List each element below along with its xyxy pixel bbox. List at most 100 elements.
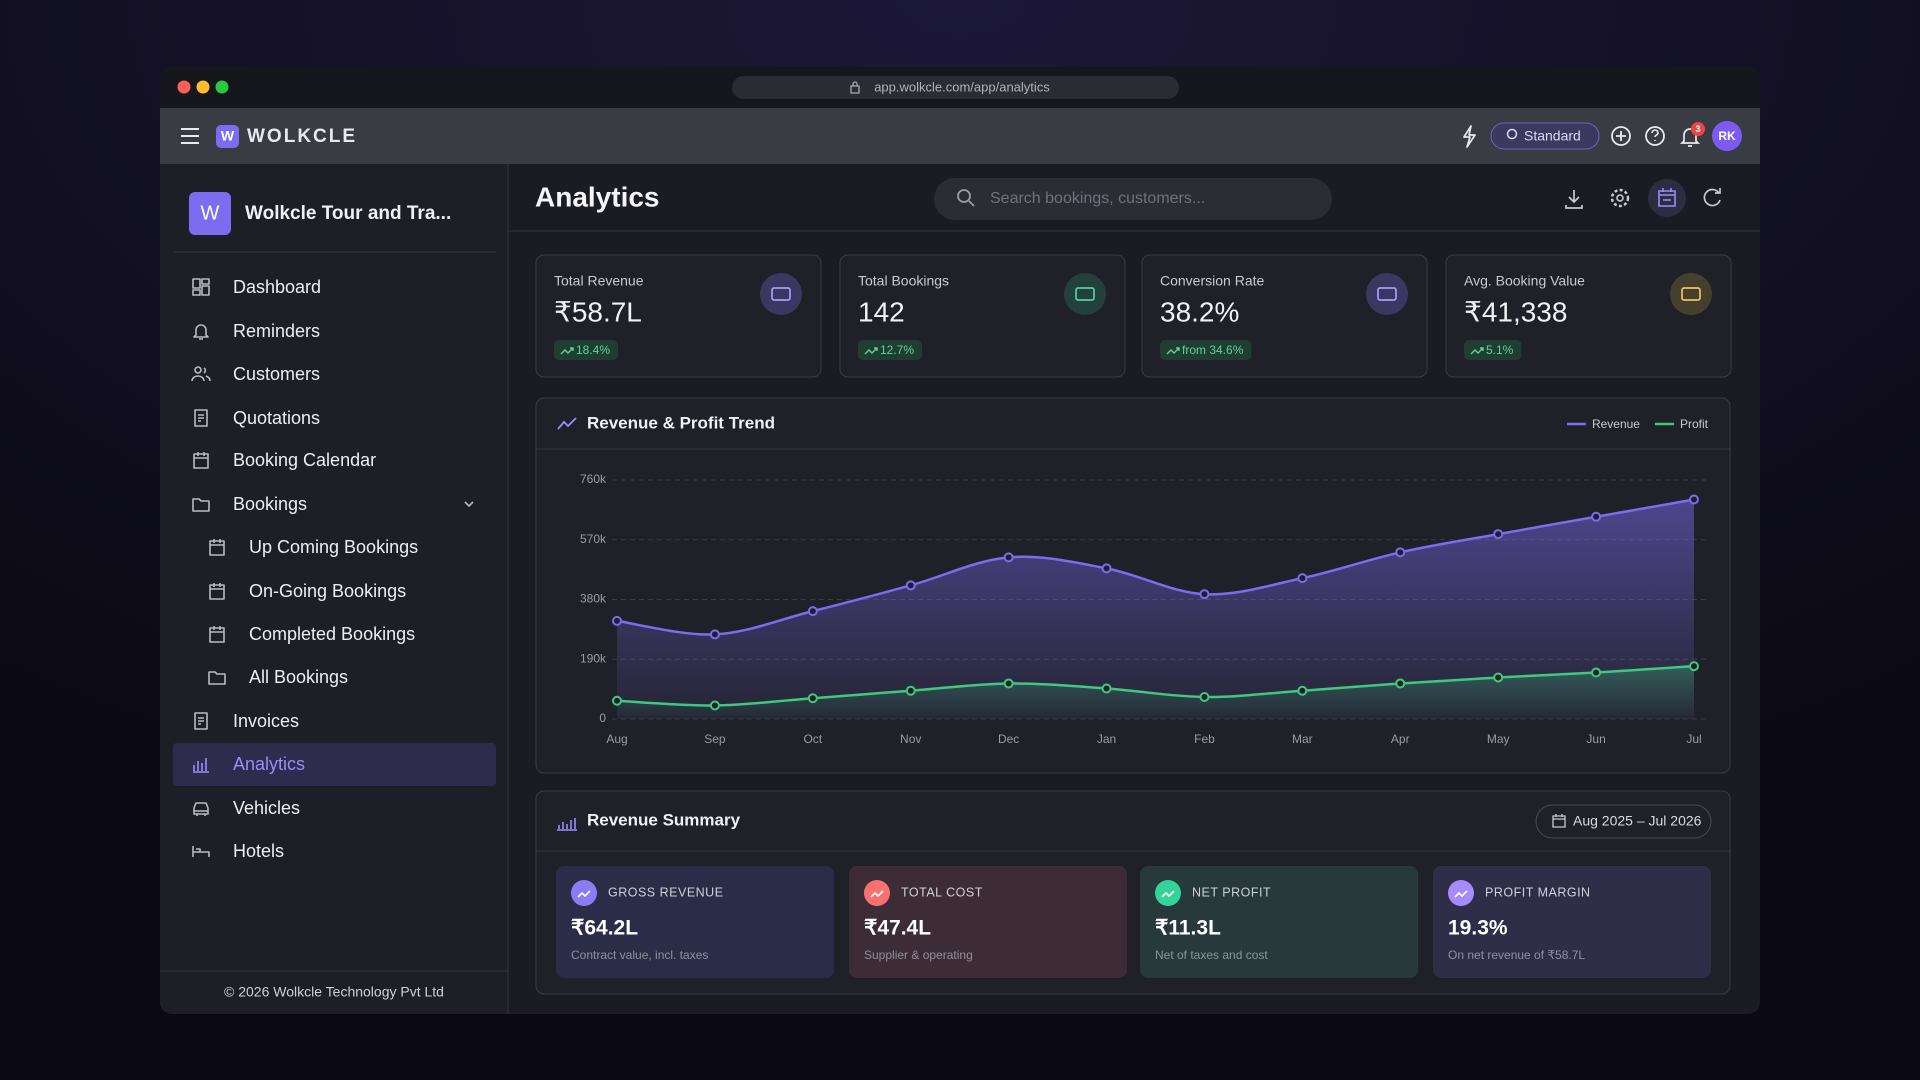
data-point[interactable]: [1297, 573, 1308, 584]
help-button[interactable]: [1645, 126, 1665, 146]
settings-button[interactable]: [1610, 188, 1630, 208]
nav-item[interactable]: Hotels: [233, 841, 284, 861]
data-point[interactable]: [612, 615, 622, 626]
data-point[interactable]: [709, 700, 720, 711]
nav-active-highlight: [173, 743, 496, 786]
series-line: [616, 664, 1695, 707]
nav-icon: [209, 626, 225, 643]
nav-icon: [194, 712, 208, 730]
kpi-label: Total Bookings: [858, 273, 949, 289]
nav-item[interactable]: All Bookings: [249, 667, 348, 687]
y-tick-label: 190k: [580, 651, 607, 665]
nav-item[interactable]: Dashboard: [233, 277, 321, 297]
data-point[interactable]: [1493, 672, 1504, 683]
kpi-icon-glyph: [1681, 287, 1701, 301]
nav-item[interactable]: On-Going Bookings: [249, 581, 406, 601]
data-point[interactable]: [1591, 511, 1602, 522]
tile-note: Net of taxes and cost: [1155, 948, 1268, 962]
data-point[interactable]: [905, 580, 916, 591]
data-point[interactable]: [1199, 589, 1210, 600]
data-point[interactable]: [1199, 691, 1210, 702]
data-point[interactable]: [1689, 494, 1699, 505]
x-tick-label: May: [1487, 732, 1510, 746]
logo: [216, 125, 239, 148]
kpi-icon-glyph: [1377, 287, 1397, 301]
close-button[interactable]: [177, 80, 191, 94]
nav-icon: [192, 846, 210, 857]
nav-icon: [192, 278, 210, 296]
lock-icon: [850, 81, 860, 94]
data-point[interactable]: [1493, 529, 1504, 540]
nav-item[interactable]: Analytics: [233, 754, 305, 774]
nav-item[interactable]: Booking Calendar: [233, 450, 376, 470]
avatar-initials: RK: [1718, 129, 1736, 143]
calendar-button[interactable]: [1648, 179, 1686, 217]
y-tick-label: 380k: [580, 592, 607, 606]
data-point[interactable]: [807, 606, 818, 617]
content: app.wolkcle.com/app/analytics W WOLKCLE Sta…: [173, 79, 1736, 1000]
menu-button[interactable]: [181, 128, 199, 144]
nav-icon: [194, 409, 208, 427]
data-point[interactable]: [905, 685, 916, 696]
data-point[interactable]: [807, 693, 818, 704]
tile-icon-glyph: [870, 890, 884, 898]
nav-item[interactable]: Invoices: [233, 711, 299, 731]
data-point[interactable]: [709, 629, 720, 640]
tile-note: Supplier & operating: [864, 948, 973, 962]
data-point[interactable]: [612, 695, 622, 706]
nav-icon: [193, 802, 209, 816]
data-point[interactable]: [1101, 683, 1112, 694]
data-point[interactable]: [1101, 563, 1112, 574]
data-point[interactable]: [1689, 661, 1699, 672]
search-box[interactable]: [934, 178, 1332, 220]
kpi-value: ₹58.7L: [554, 296, 642, 327]
nav-chevron[interactable]: [464, 501, 474, 508]
nav-item[interactable]: Reminders: [233, 321, 320, 341]
kpi-change: from 34.6%: [1182, 343, 1244, 357]
kpi-change-badge: [1464, 340, 1522, 360]
nav-item[interactable]: Quotations: [233, 408, 320, 428]
x-tick-label: Jul: [1686, 732, 1701, 746]
minimize-button[interactable]: [196, 80, 210, 94]
nav-item[interactable]: Vehicles: [233, 798, 300, 818]
org-initial: W: [201, 202, 220, 224]
quick-action-button[interactable]: [1463, 125, 1476, 148]
tile-icon: [571, 880, 597, 906]
kpi-label: Avg. Booking Value: [1464, 273, 1585, 289]
nav-item[interactable]: Customers: [233, 364, 320, 384]
nav-icon: [193, 758, 209, 773]
nav-item[interactable]: Up Coming Bookings: [249, 537, 418, 557]
avatar[interactable]: [1712, 121, 1742, 151]
kpi-change-badge: [858, 340, 923, 360]
nav-icon: [192, 498, 210, 512]
url-bar[interactable]: [732, 76, 1179, 99]
kpi-label: Conversion Rate: [1160, 273, 1264, 289]
refresh-button[interactable]: [1703, 188, 1721, 207]
notification-badge: [1691, 122, 1705, 136]
summary-tile: [556, 866, 834, 978]
data-point[interactable]: [1003, 552, 1014, 563]
plan-icon: [1506, 128, 1518, 140]
kpi-change: 12.7%: [880, 343, 914, 357]
tile-icon-glyph: [1454, 890, 1468, 898]
download-button[interactable]: [1565, 190, 1583, 209]
add-button[interactable]: [1611, 126, 1631, 146]
nav-icon: [209, 583, 225, 600]
nav-item[interactable]: Bookings: [233, 494, 307, 514]
plan-badge[interactable]: [1490, 122, 1600, 150]
data-point[interactable]: [1395, 547, 1406, 558]
kpi-icon-glyph: [771, 287, 791, 301]
tile-icon: [1448, 880, 1474, 906]
zoom-button[interactable]: [215, 80, 229, 94]
tile-value: ₹11.3L: [1155, 917, 1221, 940]
data-point[interactable]: [1297, 685, 1308, 696]
data-point[interactable]: [1395, 678, 1406, 689]
data-point[interactable]: [1591, 667, 1602, 678]
logo-mark: W: [221, 128, 235, 144]
data-point[interactable]: [1003, 678, 1014, 689]
nav-icon: [193, 324, 209, 340]
x-tick-label: Oct: [803, 732, 822, 746]
date-range-picker[interactable]: [1535, 804, 1712, 839]
nav-item[interactable]: Completed Bookings: [249, 624, 415, 644]
